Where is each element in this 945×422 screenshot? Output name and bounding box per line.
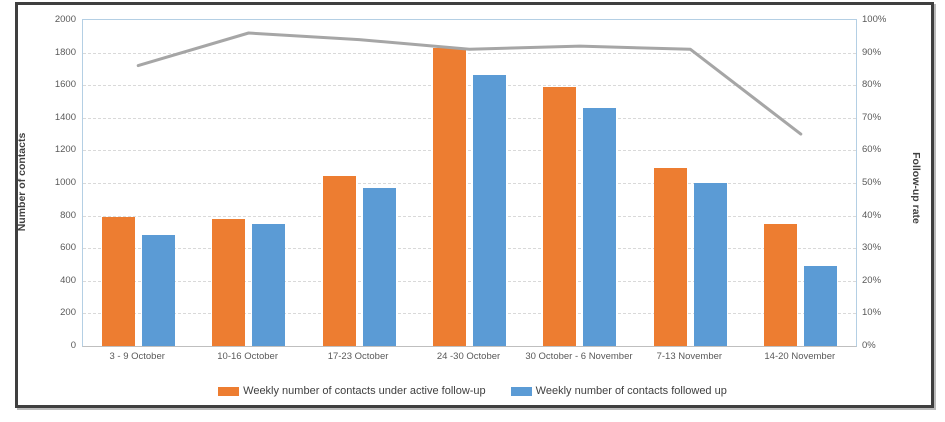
gridline [83, 85, 856, 87]
gridline [83, 313, 856, 315]
right-axis-tick: 100% [862, 14, 887, 25]
category-label: 3 - 9 October [109, 351, 165, 362]
right-axis-tick: 10% [862, 307, 882, 319]
left-axis-tick: 1400 [54, 111, 76, 123]
right-axis-tick: 30% [862, 242, 882, 254]
left-axis-tick: 1200 [54, 144, 76, 156]
bar-followed-up [693, 183, 727, 346]
gridline [83, 280, 856, 282]
category-label: 14-20 November [764, 351, 836, 362]
bar-active-follow-up [101, 217, 135, 346]
category-label: 24 -30 October [436, 351, 501, 362]
category-label: 10-16 October [217, 351, 278, 362]
right-axis-tick: 50% [862, 177, 882, 188]
bar-active-follow-up [653, 168, 687, 346]
left-axis-tick: 600 [60, 242, 76, 254]
legend: Weekly number of contacts under active f… [0, 385, 945, 398]
bar-active-follow-up [212, 218, 246, 346]
left-axis-tick: 2000 [54, 14, 76, 25]
right-axis-tick: 80% [862, 79, 882, 91]
left-axis-tick: 400 [60, 274, 76, 286]
left-axis-tick: 0 [70, 340, 76, 351]
gridline [83, 52, 856, 54]
legend-label: Weekly number of contacts followed up [535, 385, 727, 397]
right-axis-tick: 70% [862, 111, 882, 123]
follow-up-rate-line [136, 31, 803, 136]
left-axis-tick: 1600 [54, 79, 76, 91]
category-label: 30 October - 6 November [525, 351, 633, 362]
legend-label: Weekly number of contacts under active f… [243, 385, 486, 397]
left-axis-tick: 200 [60, 307, 76, 319]
bar-followed-up [362, 187, 396, 346]
bar-followed-up [252, 223, 286, 346]
left-axis-tick: 1000 [54, 177, 76, 188]
right-axis-tick: 0% [862, 340, 876, 351]
gridline [83, 117, 856, 119]
bar-active-follow-up [433, 47, 466, 346]
gridline [83, 215, 856, 217]
right-axis-tick: 90% [862, 46, 882, 58]
left-axis-title: Number of contacts [16, 132, 28, 232]
bar-followed-up [804, 266, 838, 346]
legend-swatch [218, 387, 240, 396]
category-label: 7-13 November [656, 351, 723, 362]
left-axis-tick: 800 [60, 209, 76, 221]
left-axis-tick: 1800 [54, 46, 76, 58]
gridline [83, 150, 856, 152]
right-axis-tick: 60% [862, 144, 882, 156]
gridline [83, 248, 856, 250]
right-axis-tick: 40% [862, 209, 882, 221]
bar-active-follow-up [764, 223, 798, 346]
category-label: 17-23 October [327, 351, 389, 362]
plot-area [82, 19, 857, 347]
bar-followed-up [583, 108, 617, 346]
bar-followed-up [473, 75, 506, 346]
legend-item: Weekly number of contacts followed up [510, 385, 727, 398]
gridline [83, 183, 856, 184]
right-axis-tick: 20% [862, 274, 882, 286]
bar-followed-up [141, 235, 175, 346]
bar-active-follow-up [322, 176, 356, 346]
legend-item: Weekly number of contacts under active f… [218, 385, 486, 398]
bar-active-follow-up [543, 86, 577, 346]
right-axis-title: Follow-up rate [910, 152, 922, 224]
legend-swatch [510, 387, 532, 396]
